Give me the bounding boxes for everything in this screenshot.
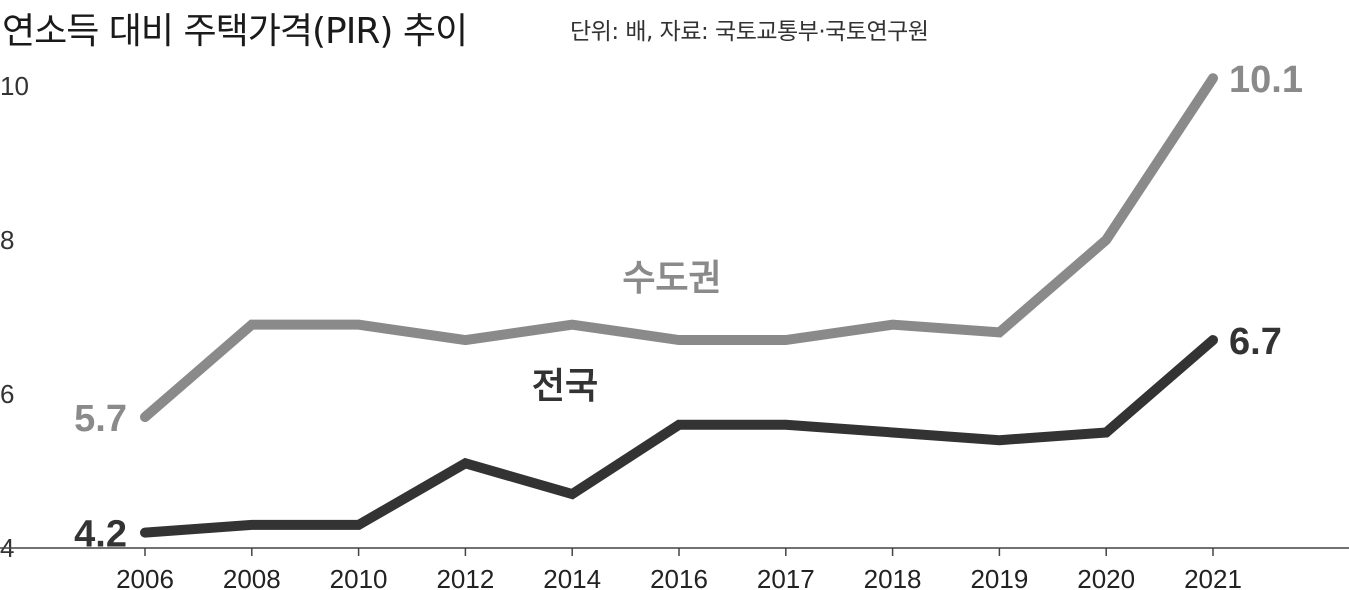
series-line-capital-area bbox=[140, 73, 1218, 423]
x-tick-label: 2008 bbox=[223, 564, 281, 590]
x-tick-label: 2019 bbox=[970, 564, 1028, 590]
end-value-label: 6.7 bbox=[1229, 321, 1282, 363]
start-value-label: 5.7 bbox=[74, 398, 127, 440]
series-line-national bbox=[140, 335, 1218, 538]
x-tick-label: 2020 bbox=[1077, 564, 1135, 590]
y-tick-label: 6 bbox=[0, 379, 14, 409]
x-axis-ticks: 2006 2008 2010 2012 2014 2016 2017 2018 2019 2020… bbox=[116, 548, 1242, 590]
x-tick-label: 2012 bbox=[436, 564, 494, 590]
end-value-label: 10.1 bbox=[1229, 59, 1303, 101]
x-tick-label: 2018 bbox=[864, 564, 922, 590]
x-tick-label: 2010 bbox=[330, 564, 388, 590]
y-tick-label: 8 bbox=[0, 225, 14, 255]
x-tick-label: 2014 bbox=[543, 564, 601, 590]
series-name-national: 전국 bbox=[532, 366, 598, 407]
x-tick-label: 2006 bbox=[116, 564, 174, 590]
series-lines bbox=[140, 73, 1218, 538]
start-value-label: 4.2 bbox=[74, 514, 127, 556]
x-tick-label: 2021 bbox=[1184, 564, 1242, 590]
chart-subtitle: 단위: 배, 자료: 국토교통부·국토연구원 bbox=[570, 19, 929, 45]
x-tick-label: 2017 bbox=[757, 564, 815, 590]
series-name-capital-area: 수도권 bbox=[622, 258, 721, 299]
x-tick-label: 2016 bbox=[650, 564, 708, 590]
y-tick-label: 10 bbox=[0, 71, 29, 101]
chart-title: 연소득 대비 주택가격(PIR) 추이 bbox=[2, 11, 468, 52]
